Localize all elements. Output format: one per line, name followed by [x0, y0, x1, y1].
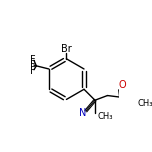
Text: Br: Br: [61, 44, 72, 54]
Text: CH₃: CH₃: [137, 99, 152, 108]
Text: F: F: [30, 55, 35, 65]
Text: F: F: [30, 60, 35, 70]
Text: N: N: [79, 108, 86, 117]
Text: F: F: [30, 66, 35, 76]
Text: CH₃: CH₃: [97, 112, 113, 121]
Text: O: O: [119, 80, 126, 90]
